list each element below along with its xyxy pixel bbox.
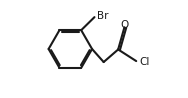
Text: Br: Br [97, 11, 109, 21]
Text: O: O [121, 20, 129, 30]
Text: Cl: Cl [139, 57, 149, 67]
